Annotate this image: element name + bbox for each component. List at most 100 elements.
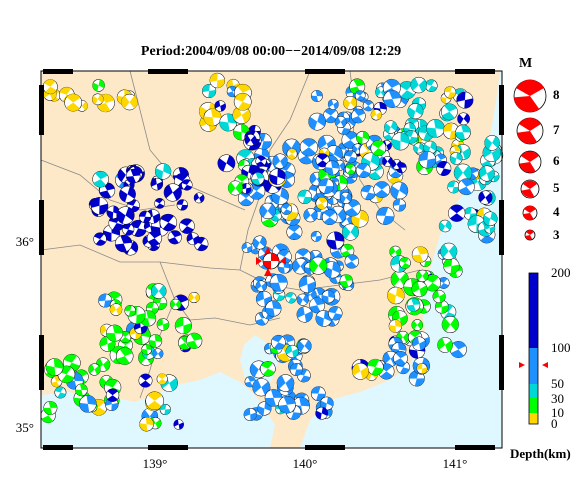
focal-mechanism [271,334,286,350]
focal-mechanism [109,303,123,316]
depth-tick-10: 10 [551,405,564,420]
magnitude-legend [513,79,547,241]
focal-mechanism [391,159,402,170]
focal-mechanism [252,235,267,250]
focal-mechanism [376,206,395,225]
magnitude-label-4: 4 [553,204,560,219]
focal-mechanism [367,358,384,376]
focal-mechanism [125,168,141,184]
focal-mechanism [315,406,329,420]
focal-mechanism [362,100,374,112]
focal-mechanism [152,348,164,360]
focal-mechanism [391,132,410,151]
frame-bars [39,69,504,450]
focal-mechanism [240,183,252,194]
focal-mechanism [339,274,353,288]
focal-mechanism [98,293,113,308]
focal-mechanism [122,223,135,236]
focal-mechanism [323,261,341,279]
focal-mechanism [92,170,109,188]
focal-mechanism [289,363,303,376]
focal-mechanism [264,389,283,407]
focal-mechanism [411,319,424,331]
focal-mechanism [484,135,500,151]
magnitude-legend-header: M [519,56,533,71]
focal-mechanism [339,191,352,204]
magnitude-label-3: 3 [553,227,560,242]
focal-mechanism [441,103,458,121]
focal-mechanism [138,373,153,388]
focal-mechanism [115,347,134,365]
focal-mechanism [154,163,172,180]
focal-mechanism [106,205,120,219]
magnitude-symbol-8 [513,79,547,113]
focal-mechanism [203,108,222,127]
map-frame [40,70,503,449]
focal-mechanism [217,154,236,173]
focal-mechanism [121,93,138,111]
focal-mechanism [443,257,460,275]
focal-mechanism [432,289,446,304]
focal-mechanism [64,93,83,112]
focal-mechanism [280,203,293,215]
focal-mechanism [360,185,376,201]
focal-mechanism [449,341,467,358]
focal-mechanism [181,179,193,191]
focal-mechanism [233,92,252,111]
focal-mechanism [148,334,163,348]
focal-mechanism [193,192,205,204]
focal-mechanism [209,72,225,89]
focal-mechanism [455,124,471,141]
focal-mechanism [344,254,359,269]
magnitude-symbol-4 [522,205,538,221]
focal-mechanism [150,177,164,191]
focal-mechanism [285,344,299,358]
focal-mechanism [315,310,333,327]
focal-mechanism [456,91,474,109]
lat-tick-36: 36° [16,234,34,249]
focal-mechanism [418,150,437,169]
focal-mechanism [232,106,251,124]
focal-mechanism [315,197,328,210]
focal-mechanism [292,258,309,275]
focal-mechanism [188,291,200,304]
focal-mechanism [343,96,358,110]
focal-mechanism [243,407,257,422]
focal-mechanism [354,90,366,101]
focal-mechanism [478,190,493,205]
magnitude-symbol-6 [518,150,542,174]
focal-mechanism [299,138,318,157]
focal-mechanism [478,165,495,182]
depth-tick-200: 200 [551,265,571,280]
focal-mechanism [251,172,265,186]
magnitude-symbol-7 [516,117,544,145]
focal-mechanism [310,231,322,242]
focal-mechanism [106,324,124,342]
focal-mechanism [297,189,312,205]
focal-mechanism [186,232,200,246]
focal-mechanism [286,148,298,160]
focal-mechanism [406,298,421,312]
magnitude-symbol-5 [520,179,540,199]
focal-mechanism [297,338,312,354]
station-marker[interactable] [256,247,286,276]
focal-mechanism [373,181,391,198]
focal-mechanism [156,373,168,385]
focal-mechanism [416,363,428,375]
focal-mechanism [227,180,243,196]
focal-mechanism [202,83,217,99]
focal-mechanism [351,362,369,380]
focal-mechanism [163,183,182,202]
focal-mechanism [411,246,429,263]
focal-mechanism [159,213,178,232]
focal-mechanism [407,103,424,120]
focal-mechanism [318,178,334,194]
focal-mechanism [425,79,438,92]
focal-mechanism [145,391,164,411]
focal-mechanism [241,242,253,254]
focal-mechanism [393,350,408,366]
focal-mechanism [310,90,323,102]
focal-mechanism [269,168,286,185]
focal-mechanism [309,256,328,275]
